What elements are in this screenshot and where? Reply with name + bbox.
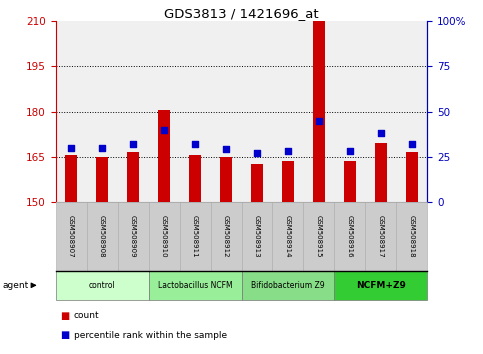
Text: GSM508917: GSM508917	[378, 215, 384, 258]
Text: NCFM+Z9: NCFM+Z9	[356, 281, 406, 290]
Text: count: count	[74, 311, 99, 320]
Bar	[406, 152, 418, 202]
Text: GSM508914: GSM508914	[285, 215, 291, 258]
Text: Bifidobacterium Z9: Bifidobacterium Z9	[251, 281, 325, 290]
Bar	[96, 157, 108, 202]
Title: GDS3813 / 1421696_at: GDS3813 / 1421696_at	[164, 7, 319, 20]
Point	[377, 130, 385, 136]
Point	[67, 145, 75, 150]
Bar	[282, 161, 294, 202]
Text: GSM508909: GSM508909	[130, 215, 136, 258]
Text: ■: ■	[60, 330, 70, 340]
Bar	[189, 155, 201, 202]
Bar	[344, 161, 356, 202]
Text: percentile rank within the sample: percentile rank within the sample	[74, 331, 227, 340]
Point	[160, 127, 168, 132]
Text: GSM508912: GSM508912	[223, 215, 229, 258]
Bar	[127, 152, 139, 202]
Point	[408, 141, 416, 147]
Bar	[65, 155, 77, 202]
Text: GSM508908: GSM508908	[99, 215, 105, 258]
Point	[98, 145, 106, 150]
Point	[346, 148, 354, 154]
Text: GSM508915: GSM508915	[316, 215, 322, 258]
Text: GSM508911: GSM508911	[192, 215, 198, 258]
Point	[253, 150, 261, 156]
Text: GSM508918: GSM508918	[409, 215, 415, 258]
Bar	[375, 143, 387, 202]
Text: ■: ■	[60, 311, 70, 321]
Point	[222, 147, 230, 152]
Point	[191, 141, 199, 147]
Text: GSM508907: GSM508907	[68, 215, 74, 258]
Bar	[313, 21, 325, 202]
Point	[315, 118, 323, 124]
Text: GSM508913: GSM508913	[254, 215, 260, 258]
Text: agent: agent	[2, 281, 28, 290]
Text: control: control	[89, 281, 115, 290]
Bar	[158, 110, 170, 202]
Text: GSM508910: GSM508910	[161, 215, 167, 258]
Bar	[220, 157, 232, 202]
Text: GSM508916: GSM508916	[347, 215, 353, 258]
Point	[284, 148, 292, 154]
Text: Lactobacillus NCFM: Lactobacillus NCFM	[157, 281, 232, 290]
Bar	[251, 164, 263, 202]
Point	[129, 141, 137, 147]
